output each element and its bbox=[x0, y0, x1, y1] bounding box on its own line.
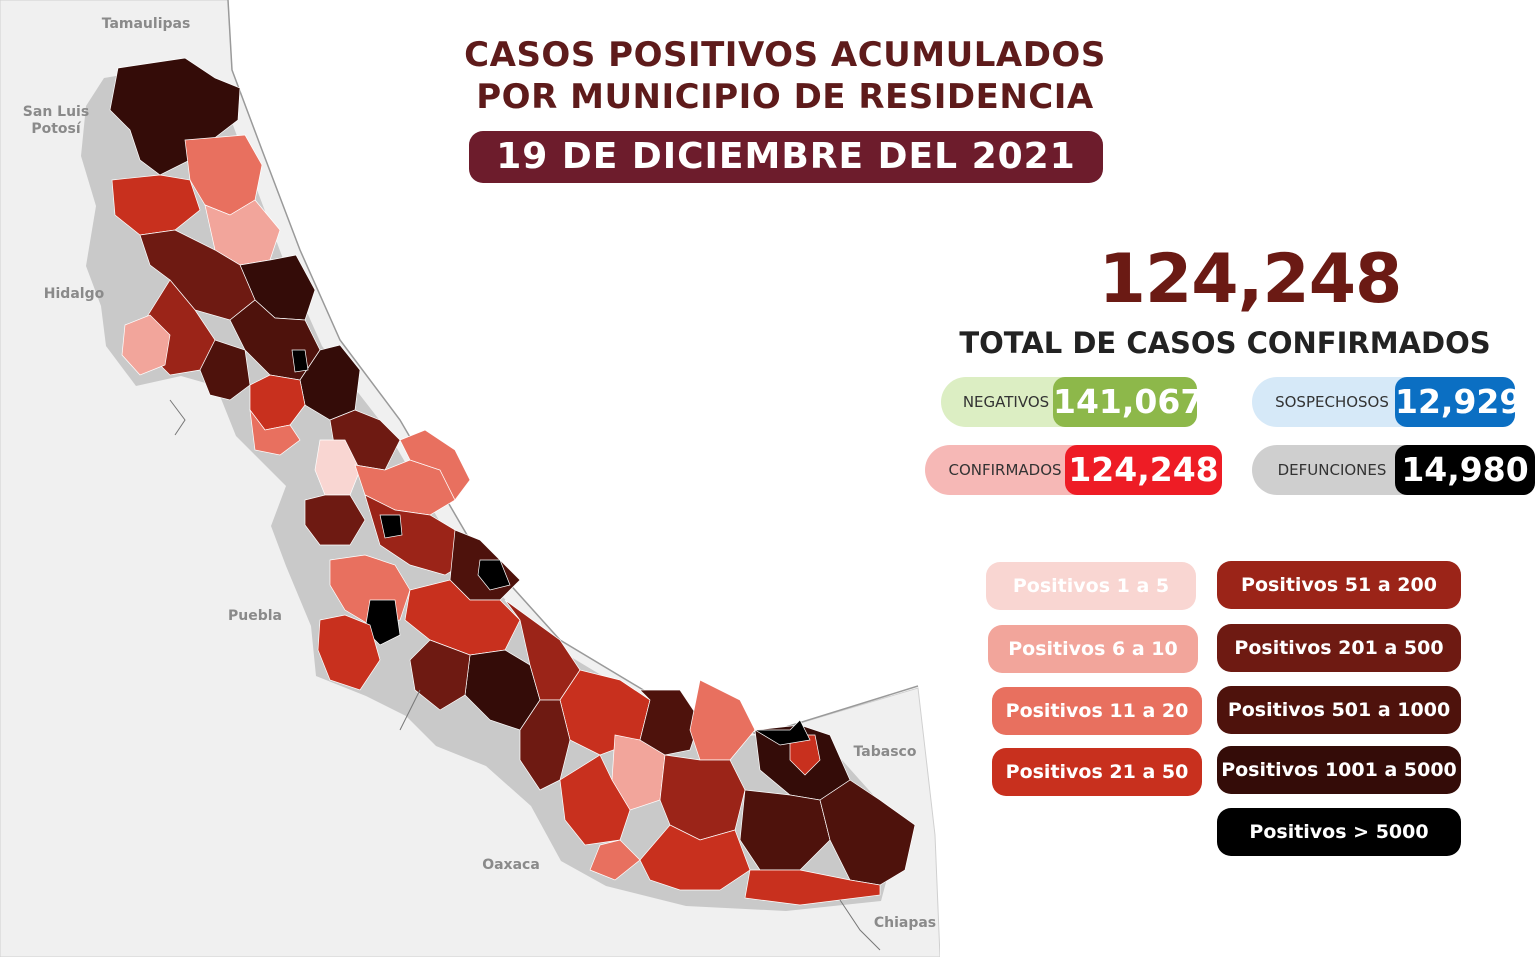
municipality-region-40 bbox=[477, 559, 511, 591]
label-tamaulipas: Tamaulipas bbox=[102, 16, 191, 32]
stat-sospechosos-label: SOSPECHOSOS bbox=[1252, 377, 1412, 427]
municipality-region-32 bbox=[589, 839, 641, 881]
municipality-region-39 bbox=[744, 869, 881, 906]
municipality-region-38 bbox=[819, 779, 916, 886]
municipality-region-21 bbox=[404, 579, 521, 656]
title-line-2: POR MUNICIPIO DE RESIDENCIA bbox=[476, 77, 1094, 117]
municipality-region-26 bbox=[519, 699, 571, 791]
municipality-region-9 bbox=[299, 344, 361, 421]
label-puebla: Puebla bbox=[228, 608, 282, 624]
legend-11-20: Positivos 11 a 20 bbox=[992, 687, 1202, 735]
total-cases-value: 124,248 bbox=[1098, 240, 1403, 319]
stat-confirmados: CONFIRMADOS 124,248 bbox=[925, 445, 1222, 495]
legend-6-10: Positivos 6 a 10 bbox=[988, 625, 1198, 673]
stat-negativos: NEGATIVOS 141,067 bbox=[941, 377, 1203, 427]
municipality-region-35 bbox=[789, 734, 821, 776]
veracruz-map: Tamaulipas San Luis Potosí Hidalgo Puebl… bbox=[0, 0, 940, 957]
municipality-region-43 bbox=[249, 408, 301, 456]
label-chiapas: Chiapas bbox=[874, 915, 936, 931]
municipality-region-2 bbox=[111, 174, 201, 236]
stat-negativos-value: 141,067 bbox=[1053, 377, 1203, 427]
total-cases-label: TOTAL DE CASOS CONFIRMADOS bbox=[959, 326, 1491, 360]
municipality-region-42 bbox=[291, 349, 309, 373]
stat-defunciones-label: DEFUNCIONES bbox=[1252, 445, 1412, 495]
stat-sospechosos-value: 12,929 bbox=[1395, 377, 1522, 427]
label-tabasco: Tabasco bbox=[854, 744, 917, 760]
municipality-region-7 bbox=[121, 314, 171, 376]
municipality-region-28 bbox=[559, 754, 631, 846]
boundary-lines bbox=[169, 399, 881, 951]
municipality-region-29 bbox=[639, 689, 701, 756]
label-hidalgo: Hidalgo bbox=[44, 286, 105, 302]
stat-defunciones-value: 14,980 bbox=[1395, 445, 1535, 495]
legend-1-5: Positivos 1 a 5 bbox=[986, 562, 1196, 610]
title-line-1: CASOS POSITIVOS ACUMULADOS bbox=[464, 35, 1106, 75]
label-san-luis-potosi-1: San Luis bbox=[23, 104, 89, 120]
stat-negativos-label: NEGATIVOS bbox=[941, 377, 1071, 427]
label-san-luis-potosi-2: Potosí bbox=[31, 121, 82, 137]
municipality-region-16 bbox=[399, 429, 471, 501]
stat-sospechosos: SOSPECHOSOS 12,929 bbox=[1252, 377, 1522, 427]
legend-501-1000: Positivos 501 a 1000 bbox=[1217, 686, 1461, 734]
date-banner: 19 DE DICIEMBRE DEL 2021 bbox=[469, 131, 1103, 183]
legend-21-50: Positivos 21 a 50 bbox=[992, 748, 1202, 796]
municipality-region-36 bbox=[753, 719, 811, 746]
label-oaxaca: Oaxaca bbox=[482, 857, 540, 873]
legend-201-500: Positivos 201 a 500 bbox=[1217, 624, 1461, 672]
legend-51-200: Positivos 51 a 200 bbox=[1217, 561, 1461, 609]
stat-defunciones: DEFUNCIONES 14,980 bbox=[1252, 445, 1535, 495]
municipality-region-41 bbox=[379, 514, 403, 539]
municipality-region-44 bbox=[199, 339, 251, 401]
municipality-region-20 bbox=[317, 614, 381, 691]
municipality-region-37 bbox=[739, 789, 831, 871]
legend-over-5000: Positivos > 5000 bbox=[1217, 808, 1461, 856]
municipality-region-23 bbox=[409, 639, 471, 711]
legend-1001-5000: Positivos 1001 a 5000 bbox=[1217, 746, 1461, 794]
municipality-region-14 bbox=[304, 494, 366, 546]
municipalities-group bbox=[109, 57, 916, 906]
stat-confirmados-label: CONFIRMADOS bbox=[925, 445, 1085, 495]
stat-confirmados-value: 124,248 bbox=[1065, 445, 1222, 495]
